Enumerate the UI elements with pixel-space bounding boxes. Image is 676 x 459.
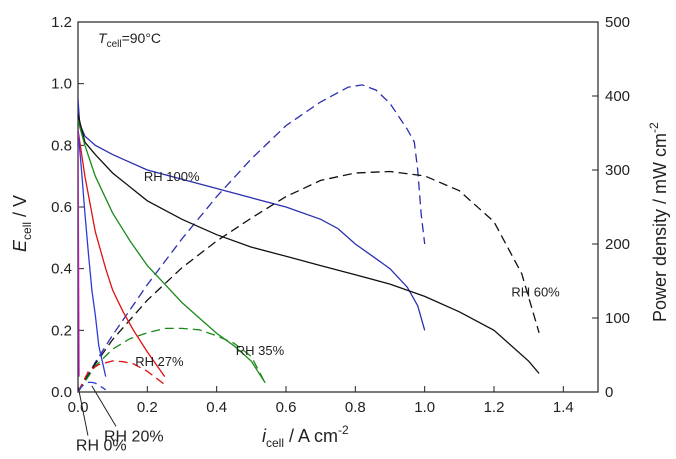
y-tick-label: 0.6 [51, 199, 72, 216]
series-callout-label: RH 20% [104, 428, 164, 445]
y2-tick-label: 200 [605, 236, 630, 253]
y-tick-label: 0.8 [51, 137, 72, 154]
y-axis-label-sub: cell [20, 222, 34, 240]
x-tick-label: 0.6 [276, 399, 297, 416]
x-tick-label: 1.2 [484, 399, 505, 416]
polarization-line-series-3 [78, 129, 166, 377]
condition-main: T [98, 30, 108, 46]
x-axis-label-sub: cell [266, 436, 284, 450]
series-annotation: RH 60% [511, 284, 560, 299]
annotation-layer: RH 100% RH 60% RH 35% RH 27% RH 0%RH 20% [76, 169, 560, 455]
y-tick-label: 1.0 [51, 76, 72, 93]
x-axis-label-unit: / A cm [284, 426, 338, 446]
polarization-line-series-4 [78, 129, 107, 377]
y-axis-label-unit: / V [10, 195, 30, 222]
callout-leader-line [77, 385, 89, 436]
polarization-line-series-2 [78, 120, 266, 384]
callout-leader-line [91, 385, 117, 427]
condition-value: =90°C [122, 30, 161, 46]
y2-tick-label: 0 [605, 384, 613, 401]
y-axis-ticks: 0.0 0.2 0.4 0.6 0.8 1.0 1.2 [51, 14, 84, 401]
y2-tick-label: 100 [605, 310, 630, 327]
plot-frame [77, 21, 599, 393]
x-tick-label: 1.4 [553, 399, 574, 416]
y2-tick-label: 300 [605, 162, 630, 179]
y-axis-label-main: E [10, 239, 30, 252]
y-tick-label: 1.2 [51, 14, 72, 31]
power-density-line-series-1 [78, 170, 540, 392]
y2-tick-label: 500 [605, 14, 630, 31]
power-density-line-series-2 [78, 327, 266, 392]
y2-axis-label: Power density / mW cm-2 [647, 122, 670, 322]
y2-tick-label: 400 [605, 88, 630, 105]
y2-axis-label-main: Power density / mW cm [650, 133, 670, 322]
power-density-line-series-3 [78, 360, 166, 392]
series-layer [78, 84, 540, 392]
polarization-line-series-5 [78, 129, 80, 377]
y-tick-label: 0.0 [51, 384, 72, 401]
polarization-line-series-0 [78, 99, 426, 331]
y2-axis-label-exp: -2 [647, 122, 661, 133]
series-annotation: RH 27% [135, 354, 184, 369]
y-tick-label: 0.2 [51, 322, 72, 339]
power-density-line-series-0 [78, 84, 426, 392]
series-annotation: RH 100% [144, 169, 200, 184]
x-axis-label-exp: -2 [338, 423, 349, 437]
x-tick-label: 0.0 [68, 399, 89, 416]
condition-sub: cell [107, 39, 122, 50]
y-axis-label: Ecell / V [10, 195, 34, 252]
series-callout-label: RH 0% [76, 438, 127, 455]
x-axis-label: icell / A cm-2 [262, 423, 349, 450]
x-axis-ticks: 0.0 0.2 0.4 0.6 0.8 1.0 1.2 1.4 [68, 386, 574, 416]
y-tick-label: 0.4 [51, 261, 72, 278]
polarization-line-series-1 [78, 114, 540, 374]
condition-label: Tcell=90°C [98, 30, 161, 50]
x-tick-label: 0.2 [137, 399, 158, 416]
x-tick-label: 0.4 [206, 399, 227, 416]
power-density-line-series-4 [78, 381, 107, 392]
series-annotation: RH 35% [236, 343, 285, 358]
y2-axis-ticks: 0 100 200 300 400 500 [592, 14, 630, 401]
x-tick-label: 0.8 [345, 399, 366, 416]
x-axis-label-main: i [262, 426, 267, 446]
x-tick-label: 1.0 [414, 399, 435, 416]
